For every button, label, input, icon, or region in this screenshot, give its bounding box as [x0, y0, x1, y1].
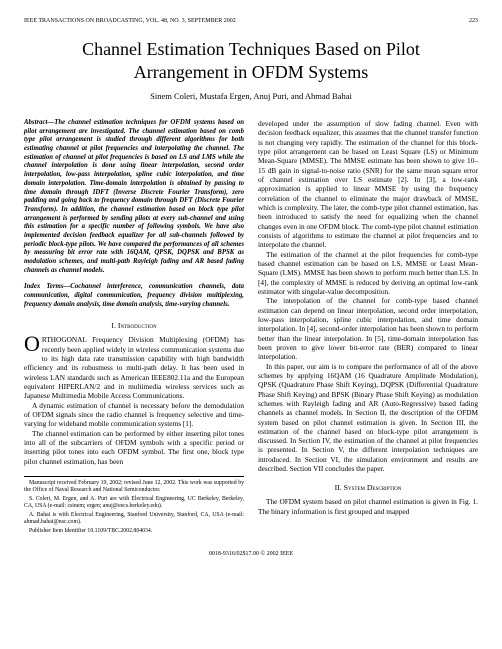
footnote-manuscript: Manuscript received February 19, 2002; r…	[24, 480, 244, 494]
index-terms-label: Index Terms—	[24, 283, 70, 290]
section-heading-system-description: II. System Description	[258, 483, 478, 493]
intro-paragraph-1: ORTHOGONAL Frequency Division Multiplexi…	[24, 335, 244, 400]
running-header: IEEE TRANSACTIONS ON BROADCASTING, VOL. …	[24, 18, 478, 24]
abstract-block: Abstract—The channel estimation techniqu…	[24, 119, 244, 275]
system-paragraph-1: The OFDM system based on pilot channel e…	[258, 497, 478, 516]
col2-paragraph-3: The interpolation of the channel for com…	[258, 296, 478, 361]
paper-title: Channel Estimation Techniques Based on P…	[24, 38, 478, 83]
abstract-label: Abstract—	[24, 119, 54, 126]
copyright-footer: 0018-9316/02$17.00 © 2002 IEEE	[24, 551, 478, 557]
col2-paragraph-4: In this paper, our aim is to compare the…	[258, 362, 478, 474]
title-line-2: Arrangement in OFDM Systems	[24, 61, 478, 84]
footnote-doi: Publisher Item Identifier 10.1109/TBC.20…	[24, 528, 244, 535]
section-title: Introduction	[118, 321, 157, 330]
abstract-text: The channel estimation techniques for OF…	[24, 119, 244, 274]
intro-p1-text: RTHOGONAL Frequency Division Multiplexin…	[24, 335, 244, 400]
index-terms-block: Index Terms—Cochannel interference, comm…	[24, 283, 244, 309]
two-column-body: Abstract—The channel estimation techniqu…	[24, 119, 478, 537]
footnotes-block: Manuscript received February 19, 2002; r…	[24, 476, 244, 535]
left-column: Abstract—The channel estimation techniqu…	[24, 119, 244, 537]
footnote-authors-1: S. Coleri, M. Ergen, and A. Puri are wit…	[24, 496, 244, 510]
dropcap: O	[24, 335, 42, 354]
intro-paragraph-3: The channel estimation can be performed …	[24, 429, 244, 466]
header-page-number: 223	[469, 18, 478, 24]
journal-name: IEEE TRANSACTIONS ON BROADCASTING, VOL. …	[24, 18, 236, 24]
footnote-authors-2: A. Bahai is with Electrical Engineering,…	[24, 512, 244, 526]
section-heading-introduction: I. Introduction	[24, 321, 244, 331]
page: IEEE TRANSACTIONS ON BROADCASTING, VOL. …	[0, 0, 502, 581]
right-column: developed under the assumption of slow f…	[258, 119, 478, 537]
intro-paragraph-2: A dynamic estimation of channel is neces…	[24, 401, 244, 429]
section-title: System Description	[344, 483, 402, 492]
col2-paragraph-2: The estimation of the channel at the pil…	[258, 250, 478, 297]
author-list: Sinem Coleri, Mustafa Ergen, Anuj Puri, …	[24, 91, 478, 101]
title-line-1: Channel Estimation Techniques Based on P…	[24, 38, 478, 61]
col2-paragraph-1: developed under the assumption of slow f…	[258, 119, 478, 250]
section-number: II.	[335, 483, 344, 492]
